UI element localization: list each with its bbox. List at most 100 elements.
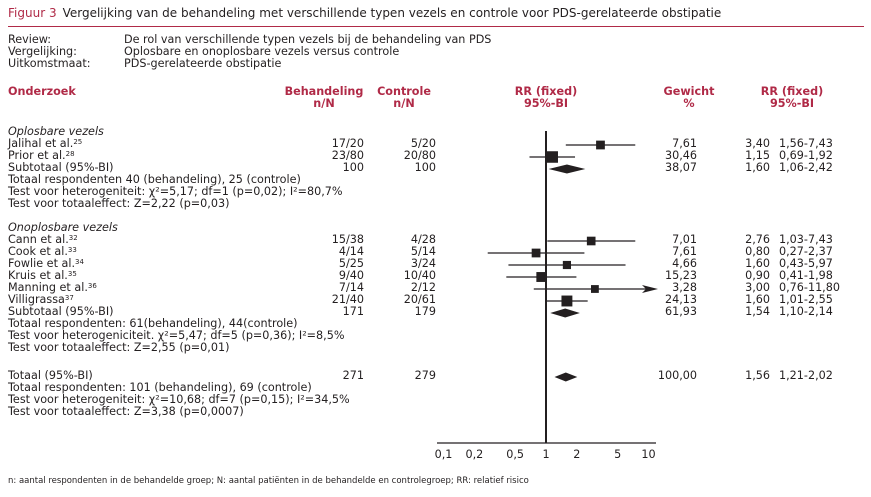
study-1-5-rr: 1,60 bbox=[745, 293, 770, 306]
study-1-0-label: Cann et al. bbox=[8, 233, 69, 246]
subtotal-0-label: Subtotaal (95%-BI) bbox=[8, 161, 114, 174]
header-weight-label: Gewicht bbox=[663, 85, 715, 98]
study-0-0-name: Jalihal et al.25 bbox=[8, 138, 82, 150]
header-treatment-label: Behandeling bbox=[284, 85, 364, 98]
study-1-2-point bbox=[562, 260, 572, 270]
header-rr-value-sub: 95%-BI bbox=[769, 97, 815, 110]
study-1-5-treatment: 21/40 bbox=[331, 293, 364, 306]
study-0-1-weight: 30,46 bbox=[664, 149, 697, 162]
study-1-4-label: Manning et al. bbox=[8, 281, 88, 294]
figure-label: Figuur 3 bbox=[8, 6, 57, 20]
study-1-2-label: Fowlie et al. bbox=[8, 257, 76, 270]
meta-key-comparison: Vergelijking: bbox=[8, 45, 77, 58]
title-rule bbox=[8, 26, 864, 27]
study-1-0-name: Cann et al.32 bbox=[8, 234, 78, 246]
header-treatment-sub: n/N bbox=[313, 97, 335, 110]
x-tick-label: 1 bbox=[542, 448, 549, 461]
group-1-heading: Onoplosbare vezels bbox=[8, 221, 118, 234]
x-tick-label: 10 bbox=[641, 448, 655, 461]
group-1-note-0: Totaal respondenten: 61(behandeling), 44… bbox=[8, 317, 298, 330]
study-1-4-rr: 3,00 bbox=[745, 281, 770, 294]
study-1-3-treatment: 9/40 bbox=[338, 269, 364, 282]
study-1-2-ci: 0,43-5,97 bbox=[779, 257, 833, 270]
study-1-0-ci: 1,03-7,43 bbox=[779, 233, 833, 246]
x-tick-label: 0,1 bbox=[435, 448, 453, 461]
x-tick-label: 0,2 bbox=[465, 448, 483, 461]
subtotal-0-ci: 1,06-2,42 bbox=[779, 161, 833, 174]
header-study: Onderzoek bbox=[8, 85, 76, 98]
study-1-0-rr: 2,76 bbox=[745, 233, 770, 246]
study-1-0-weight: 7,01 bbox=[672, 233, 697, 246]
study-0-1-control: 20/80 bbox=[403, 149, 436, 162]
study-1-2-ref: 34 bbox=[75, 258, 84, 266]
study-1-4-ref: 36 bbox=[87, 282, 97, 290]
subtotal-1-treatment: 171 bbox=[342, 305, 364, 318]
study-0-1-ci: 0,69-1,92 bbox=[779, 149, 833, 162]
meta-key-review: Review: bbox=[8, 33, 52, 46]
study-1-4-arrow bbox=[642, 285, 658, 293]
total-treatment: 271 bbox=[342, 369, 364, 382]
study-1-3-point bbox=[536, 272, 547, 282]
study-0-0-treatment: 17/20 bbox=[331, 137, 364, 150]
total-note-2: Test voor totaaleffect: Z=3,38 (p=0,0007… bbox=[8, 405, 244, 418]
study-1-2-control: 3/24 bbox=[410, 257, 436, 270]
subtotal-0-control: 100 bbox=[414, 161, 436, 174]
study-1-4-treatment: 7/14 bbox=[338, 281, 364, 294]
study-0-1-treatment: 23/80 bbox=[331, 149, 364, 162]
study-0-1-name: Prior et al.28 bbox=[8, 150, 75, 162]
figure-title: Figuur 3 Vergelijking van de behandeling … bbox=[8, 6, 721, 20]
study-0-0-ref: 25 bbox=[73, 138, 83, 146]
study-1-1-control: 5/14 bbox=[410, 245, 436, 258]
subtotal-0-diamond bbox=[548, 164, 586, 174]
group-0-note-0: Totaal respondenten 40 (behandeling), 25… bbox=[8, 173, 301, 186]
header-weight-sub: % bbox=[683, 97, 695, 110]
x-tick-label: 5 bbox=[614, 448, 621, 461]
total-ci: 1,21-2,02 bbox=[779, 369, 833, 382]
study-1-3-label: Kruis et al. bbox=[8, 269, 68, 282]
header-treatment: Behandeling n/N bbox=[284, 86, 364, 110]
total-label: Totaal (95%-BI) bbox=[8, 369, 93, 382]
study-1-4-ci: 0,76-11,80 bbox=[779, 281, 840, 294]
study-0-1-label: Prior et al. bbox=[8, 149, 66, 162]
study-0-1-point bbox=[546, 151, 558, 163]
study-1-5-control: 20/61 bbox=[403, 293, 436, 306]
study-1-3-ref: 35 bbox=[67, 270, 77, 278]
subtotal-0-treatment: 100 bbox=[342, 161, 364, 174]
study-1-2-rr: 1,60 bbox=[745, 257, 770, 270]
header-rr-plot-label: RR (fixed) bbox=[514, 85, 578, 98]
x-tick-label: 0,5 bbox=[506, 448, 524, 461]
study-1-0-ref: 32 bbox=[68, 234, 78, 242]
group-0-heading: Oplosbare vezels bbox=[8, 125, 104, 138]
group-1-note-2: Test voor totaaleffect: Z=2,55 (p=0,01) bbox=[8, 341, 230, 354]
study-1-1-ref: 33 bbox=[67, 246, 77, 254]
group-0-note-1: Test voor heterogeniteit: χ²=5,17; df=1 … bbox=[8, 185, 343, 198]
study-1-0-control: 4/28 bbox=[410, 233, 436, 246]
study-1-2-treatment: 5/25 bbox=[338, 257, 364, 270]
total-note-0: Totaal respondenten: 101 (behandeling), … bbox=[8, 381, 312, 394]
subtotal-1-control: 179 bbox=[414, 305, 436, 318]
study-1-1-treatment: 4/14 bbox=[338, 245, 364, 258]
study-1-1-point bbox=[531, 248, 541, 258]
study-1-0-point bbox=[586, 236, 596, 246]
study-1-1-name: Cook et al.33 bbox=[8, 246, 77, 258]
subtotal-1-weight: 61,93 bbox=[664, 305, 697, 318]
header-control: Controle n/N bbox=[372, 86, 436, 110]
meta-value-review: De rol van verschillende typen vezels bi… bbox=[124, 33, 492, 46]
study-1-1-label: Cook et al. bbox=[8, 245, 68, 258]
study-1-2-weight: 4,66 bbox=[672, 257, 697, 270]
x-tick-label: 2 bbox=[573, 448, 580, 461]
study-1-4-control: 2/12 bbox=[410, 281, 436, 294]
study-0-1-ref: 28 bbox=[65, 150, 75, 158]
study-1-5-name: Villigrassa37 bbox=[8, 294, 74, 306]
subtotal-1-label: Subtotaal (95%-BI) bbox=[8, 305, 114, 318]
study-1-3-weight: 15,23 bbox=[664, 269, 697, 282]
header-rr-plot-sub: 95%-BI bbox=[523, 97, 569, 110]
meta-value-comparison: Oplosbare en onoplosbare vezels versus c… bbox=[124, 45, 400, 58]
study-1-5-ref: 37 bbox=[64, 294, 74, 302]
meta-value-outcome: PDS-gerelateerde obstipatie bbox=[124, 57, 282, 70]
study-1-1-weight: 7,61 bbox=[672, 245, 697, 258]
header-rr-value-label: RR (fixed) bbox=[760, 85, 824, 98]
study-1-5-label: Villigrassa bbox=[8, 293, 65, 306]
total-weight: 100,00 bbox=[657, 369, 697, 382]
